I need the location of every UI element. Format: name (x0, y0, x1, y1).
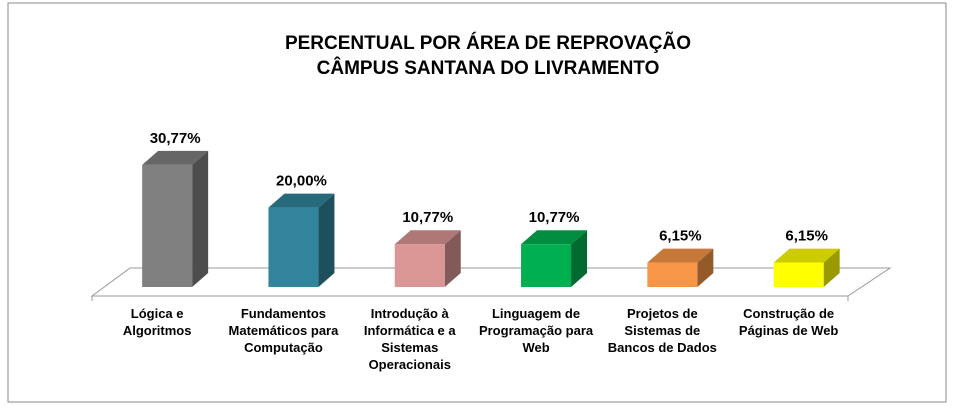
floor (90, 267, 892, 297)
bar-side (192, 150, 209, 287)
bar (773, 262, 824, 287)
bar (268, 207, 319, 287)
bar-side (318, 193, 335, 287)
bar-top (773, 248, 840, 263)
bar-side (697, 248, 714, 287)
data-label: 30,77% (150, 130, 201, 147)
x-tick-label: Introdução à Informática e a Sistemas Op… (363, 306, 456, 372)
x-tick-label: Lógica e Algoritmos (122, 306, 192, 338)
bar-top (521, 230, 588, 245)
bar-top (394, 230, 461, 245)
bar-side (571, 230, 588, 287)
bar (521, 244, 572, 287)
data-label: 6,15% (785, 228, 828, 245)
bar (647, 262, 698, 287)
data-label: 20,00% (276, 173, 327, 190)
x-tick-label: Construção de Páginas de Web (738, 306, 839, 338)
x-tick-label: Fundamentos Matemáticos para Computação (228, 306, 339, 355)
bar (142, 164, 193, 287)
chart-title: PERCENTUAL POR ÁREA DE REPROVAÇÃO (285, 32, 691, 54)
chart-subtitle: CÂMPUS SANTANA DO LIVRAMENTO (317, 57, 660, 79)
bar (394, 244, 445, 287)
x-tick-label: Linguagem de Programação para Web (478, 306, 594, 355)
bar-top (647, 248, 714, 263)
bar-top (268, 193, 335, 208)
data-label: 6,15% (659, 228, 702, 245)
bar-side (823, 248, 840, 287)
bar-top (142, 150, 209, 165)
x-tick-label: Projetos de Sistemas de Bancos de Dados (607, 306, 717, 355)
data-label: 10,77% (402, 209, 453, 226)
data-label: 10,77% (529, 209, 580, 226)
bar-side (444, 230, 461, 287)
